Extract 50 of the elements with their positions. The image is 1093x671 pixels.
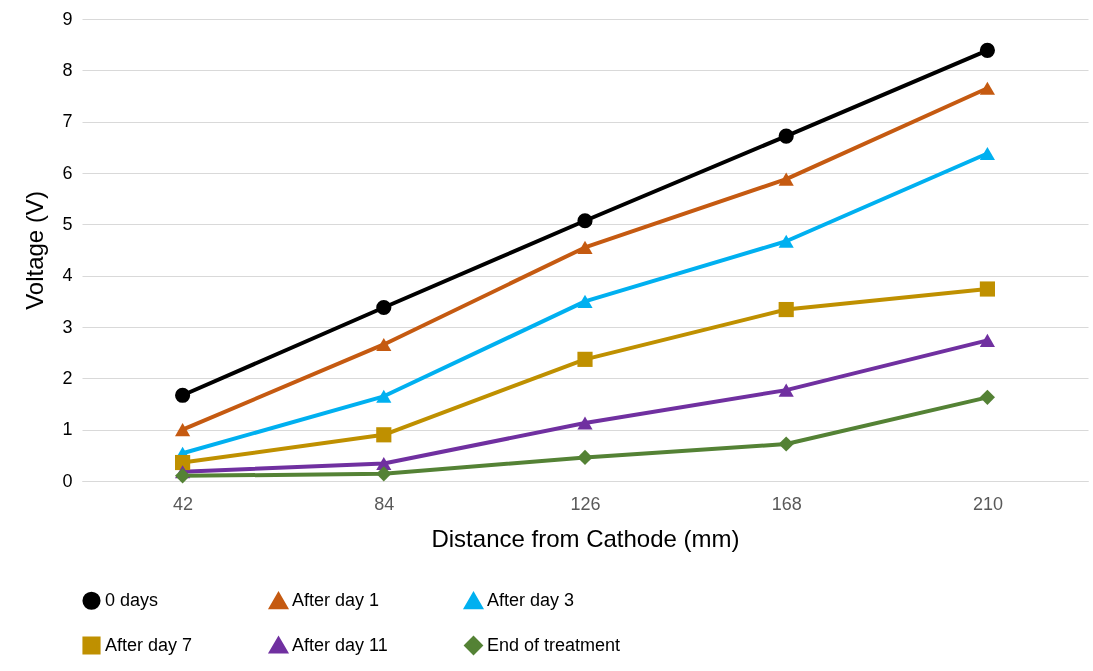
point — [979, 281, 995, 297]
point — [376, 299, 392, 316]
point — [376, 389, 392, 403]
x-tick-label: 84 — [374, 493, 395, 514]
x-tick-label: 168 — [771, 493, 802, 514]
point — [979, 333, 995, 347]
point — [175, 423, 191, 437]
point — [979, 389, 995, 405]
point — [778, 436, 794, 452]
x-tick-label: 210 — [972, 493, 1003, 514]
y-tick-label: 7 — [62, 111, 73, 132]
y-tick-label: 3 — [62, 316, 73, 337]
x-tick-label: 126 — [570, 493, 601, 514]
legend-label: End of treatment — [487, 634, 621, 655]
point — [175, 387, 191, 403]
legend-label: After day 7 — [105, 634, 193, 655]
point — [778, 128, 794, 144]
point — [778, 383, 794, 397]
y-tick-label: 4 — [62, 265, 73, 286]
y-tick-label: 6 — [62, 162, 73, 183]
x-axis-title: Distance from Cathode (mm) — [431, 524, 740, 552]
point — [778, 301, 794, 318]
y-tick-label: 1 — [62, 419, 73, 440]
point — [577, 240, 593, 254]
point — [577, 416, 593, 430]
point — [979, 42, 995, 58]
y-tick-label: 2 — [62, 367, 73, 388]
point — [376, 427, 392, 443]
legend-label: After day 11 — [292, 634, 388, 655]
legend-label: 0 days — [105, 589, 159, 610]
point — [376, 466, 392, 482]
point — [979, 146, 995, 161]
legend-label: After day 1 — [292, 590, 380, 611]
legend-label: After day 3 — [487, 590, 575, 611]
point — [376, 337, 392, 352]
point — [778, 234, 794, 248]
point — [577, 351, 593, 367]
y-tick-label: 5 — [62, 213, 73, 234]
y-axis-title: Voltage (V) — [21, 191, 49, 310]
point — [175, 468, 191, 484]
point — [979, 81, 995, 95]
point — [577, 294, 593, 308]
y-tick-label: 8 — [62, 59, 73, 80]
y-tick-label: 0 — [62, 470, 73, 491]
y-tick-label: 9 — [62, 8, 73, 29]
point — [577, 449, 593, 465]
x-tick-label: 42 — [173, 493, 194, 514]
point — [778, 172, 794, 186]
point — [577, 213, 593, 229]
point — [175, 454, 191, 471]
